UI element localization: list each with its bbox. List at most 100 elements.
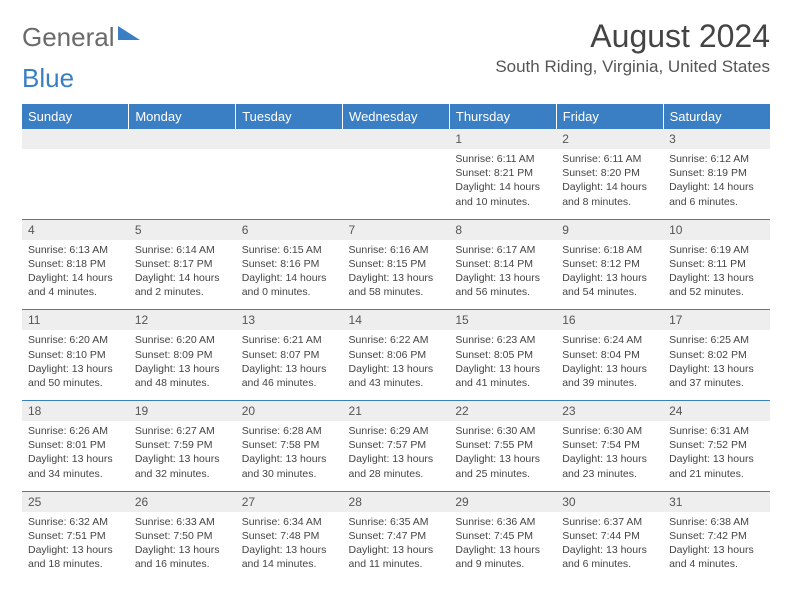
sunrise-line: Sunrise: 6:11 AM	[455, 152, 550, 166]
daylight-line: Daylight: 13 hours and 32 minutes.	[135, 452, 230, 480]
day-number-cell: 10	[663, 220, 770, 240]
calendar-table: Sunday Monday Tuesday Wednesday Thursday…	[22, 104, 770, 581]
sunrise-line: Sunrise: 6:35 AM	[349, 515, 444, 529]
sunrise-line: Sunrise: 6:31 AM	[669, 424, 764, 438]
day-detail-cell: Sunrise: 6:31 AMSunset: 7:52 PMDaylight:…	[663, 421, 770, 491]
day-detail-cell	[129, 149, 236, 219]
day-number-cell: 26	[129, 492, 236, 512]
sunrise-line: Sunrise: 6:20 AM	[135, 333, 230, 347]
daylight-line: Daylight: 14 hours and 10 minutes.	[455, 180, 550, 208]
day-detail-cell: Sunrise: 6:11 AMSunset: 8:21 PMDaylight:…	[449, 149, 556, 219]
brand-logo: General	[22, 18, 140, 53]
daylight-line: Daylight: 13 hours and 52 minutes.	[669, 271, 764, 299]
sunset-line: Sunset: 7:47 PM	[349, 529, 444, 543]
day-detail-cell	[22, 149, 129, 219]
day-detail-cell: Sunrise: 6:34 AMSunset: 7:48 PMDaylight:…	[236, 512, 343, 582]
daylight-line: Daylight: 14 hours and 8 minutes.	[562, 180, 657, 208]
day-number-row: 11121314151617	[22, 310, 770, 330]
day-detail-cell: Sunrise: 6:19 AMSunset: 8:11 PMDaylight:…	[663, 240, 770, 310]
day-detail-cell: Sunrise: 6:36 AMSunset: 7:45 PMDaylight:…	[449, 512, 556, 582]
day-detail-row: Sunrise: 6:13 AMSunset: 8:18 PMDaylight:…	[22, 240, 770, 310]
daylight-line: Daylight: 13 hours and 43 minutes.	[349, 362, 444, 390]
sunrise-line: Sunrise: 6:25 AM	[669, 333, 764, 347]
sunset-line: Sunset: 8:06 PM	[349, 348, 444, 362]
day-detail-cell: Sunrise: 6:23 AMSunset: 8:05 PMDaylight:…	[449, 330, 556, 400]
day-number-cell: 31	[663, 492, 770, 512]
day-number-cell: 30	[556, 492, 663, 512]
day-detail-cell: Sunrise: 6:11 AMSunset: 8:20 PMDaylight:…	[556, 149, 663, 219]
day-detail-cell: Sunrise: 6:28 AMSunset: 7:58 PMDaylight:…	[236, 421, 343, 491]
sunrise-line: Sunrise: 6:37 AM	[562, 515, 657, 529]
day-number-cell: 7	[343, 220, 450, 240]
sunrise-line: Sunrise: 6:16 AM	[349, 243, 444, 257]
day-detail-cell: Sunrise: 6:32 AMSunset: 7:51 PMDaylight:…	[22, 512, 129, 582]
sunset-line: Sunset: 8:05 PM	[455, 348, 550, 362]
day-detail-row: Sunrise: 6:20 AMSunset: 8:10 PMDaylight:…	[22, 330, 770, 400]
sunset-line: Sunset: 8:02 PM	[669, 348, 764, 362]
daylight-line: Daylight: 13 hours and 58 minutes.	[349, 271, 444, 299]
day-detail-cell	[236, 149, 343, 219]
sunrise-line: Sunrise: 6:20 AM	[28, 333, 123, 347]
sunrise-line: Sunrise: 6:27 AM	[135, 424, 230, 438]
day-number-cell: 29	[449, 492, 556, 512]
day-number-cell: 8	[449, 220, 556, 240]
sunset-line: Sunset: 7:58 PM	[242, 438, 337, 452]
sunset-line: Sunset: 8:21 PM	[455, 166, 550, 180]
day-number-cell: 2	[556, 129, 663, 149]
day-number-cell: 18	[22, 401, 129, 421]
sunset-line: Sunset: 7:57 PM	[349, 438, 444, 452]
day-number-cell: 28	[343, 492, 450, 512]
day-number-cell: 1	[449, 129, 556, 149]
day-detail-cell: Sunrise: 6:13 AMSunset: 8:18 PMDaylight:…	[22, 240, 129, 310]
sunset-line: Sunset: 8:07 PM	[242, 348, 337, 362]
day-detail-cell: Sunrise: 6:25 AMSunset: 8:02 PMDaylight:…	[663, 330, 770, 400]
sunrise-line: Sunrise: 6:24 AM	[562, 333, 657, 347]
sunset-line: Sunset: 8:20 PM	[562, 166, 657, 180]
daylight-line: Daylight: 13 hours and 37 minutes.	[669, 362, 764, 390]
daylight-line: Daylight: 13 hours and 18 minutes.	[28, 543, 123, 571]
title-block: August 2024 South Riding, Virginia, Unit…	[495, 18, 770, 77]
day-detail-cell: Sunrise: 6:33 AMSunset: 7:50 PMDaylight:…	[129, 512, 236, 582]
day-detail-row: Sunrise: 6:11 AMSunset: 8:21 PMDaylight:…	[22, 149, 770, 219]
sunrise-line: Sunrise: 6:18 AM	[562, 243, 657, 257]
day-number-cell: 16	[556, 310, 663, 330]
day-detail-cell: Sunrise: 6:38 AMSunset: 7:42 PMDaylight:…	[663, 512, 770, 582]
day-detail-cell: Sunrise: 6:16 AMSunset: 8:15 PMDaylight:…	[343, 240, 450, 310]
day-number-cell: 23	[556, 401, 663, 421]
day-detail-cell: Sunrise: 6:12 AMSunset: 8:19 PMDaylight:…	[663, 149, 770, 219]
day-number-row: 18192021222324	[22, 401, 770, 421]
day-number-cell: 3	[663, 129, 770, 149]
day-detail-cell: Sunrise: 6:15 AMSunset: 8:16 PMDaylight:…	[236, 240, 343, 310]
day-number-cell	[236, 129, 343, 149]
sunrise-line: Sunrise: 6:19 AM	[669, 243, 764, 257]
day-detail-cell: Sunrise: 6:29 AMSunset: 7:57 PMDaylight:…	[343, 421, 450, 491]
location-text: South Riding, Virginia, United States	[495, 57, 770, 77]
brand-part1: General	[22, 22, 115, 53]
sunset-line: Sunset: 8:12 PM	[562, 257, 657, 271]
daylight-line: Daylight: 13 hours and 4 minutes.	[669, 543, 764, 571]
sunset-line: Sunset: 7:55 PM	[455, 438, 550, 452]
weekday-header-row: Sunday Monday Tuesday Wednesday Thursday…	[22, 104, 770, 129]
daylight-line: Daylight: 14 hours and 6 minutes.	[669, 180, 764, 208]
sunset-line: Sunset: 7:45 PM	[455, 529, 550, 543]
sunset-line: Sunset: 7:42 PM	[669, 529, 764, 543]
daylight-line: Daylight: 13 hours and 25 minutes.	[455, 452, 550, 480]
daylight-line: Daylight: 13 hours and 23 minutes.	[562, 452, 657, 480]
daylight-line: Daylight: 13 hours and 28 minutes.	[349, 452, 444, 480]
dow-fri: Friday	[556, 104, 663, 129]
sunset-line: Sunset: 7:44 PM	[562, 529, 657, 543]
daylight-line: Daylight: 13 hours and 39 minutes.	[562, 362, 657, 390]
sunset-line: Sunset: 8:16 PM	[242, 257, 337, 271]
day-number-cell: 6	[236, 220, 343, 240]
day-number-cell: 24	[663, 401, 770, 421]
sunrise-line: Sunrise: 6:28 AM	[242, 424, 337, 438]
month-title: August 2024	[495, 18, 770, 55]
day-detail-cell: Sunrise: 6:22 AMSunset: 8:06 PMDaylight:…	[343, 330, 450, 400]
day-number-row: 45678910	[22, 220, 770, 240]
daylight-line: Daylight: 13 hours and 34 minutes.	[28, 452, 123, 480]
daylight-line: Daylight: 13 hours and 50 minutes.	[28, 362, 123, 390]
sunset-line: Sunset: 8:19 PM	[669, 166, 764, 180]
sunset-line: Sunset: 8:18 PM	[28, 257, 123, 271]
day-number-cell: 25	[22, 492, 129, 512]
sunset-line: Sunset: 8:04 PM	[562, 348, 657, 362]
